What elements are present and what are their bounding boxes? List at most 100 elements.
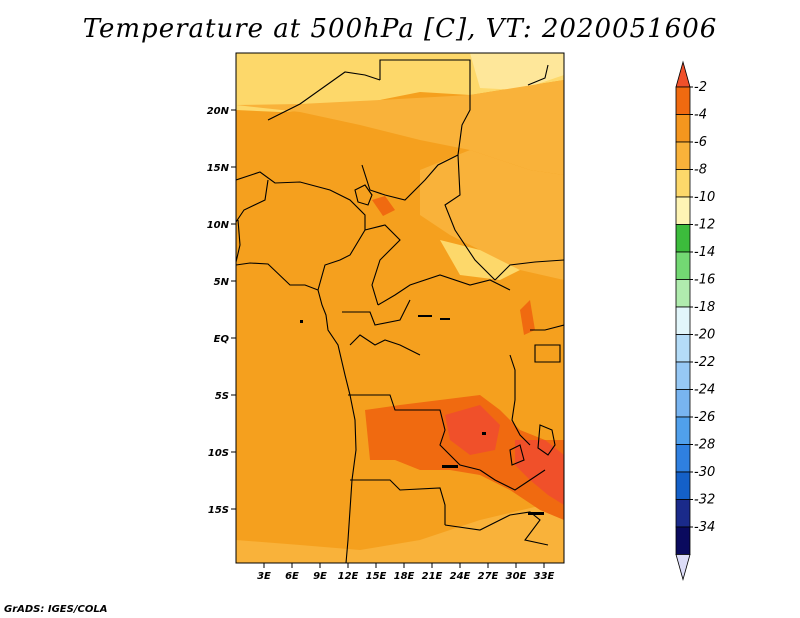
libya-sudan-border <box>361 59 471 201</box>
map-frame <box>235 52 565 564</box>
field-patch-minus8b <box>440 240 520 280</box>
colorbar-label: -16 <box>694 273 715 288</box>
lake-mweru <box>509 444 525 466</box>
field-south-minus8 <box>236 500 564 563</box>
colorbar-segment <box>675 306 691 335</box>
colorbar-label: -10 <box>694 190 715 205</box>
colorbar-top-triangle <box>675 60 691 88</box>
colorbar-bottom-triangle <box>675 554 691 581</box>
colorbar-label: -18 <box>694 300 715 315</box>
lake-mark <box>440 318 450 320</box>
lon-label-24E: 24E <box>450 571 471 582</box>
colorbar-segment <box>675 444 691 473</box>
colorbar-segment <box>675 416 691 445</box>
colorbar: -2 -4 -6 -8 -10 -12 -14 -16 -18 -20 -22 -24 -26 -28 -3… <box>675 60 715 581</box>
field-warm-minus2b <box>515 440 564 505</box>
field-warm-lake <box>520 300 535 335</box>
colorbar-segment <box>675 114 691 143</box>
colorbar-segment <box>675 224 691 253</box>
colorbar-segment <box>675 251 691 280</box>
colorbar-label: -22 <box>694 355 715 370</box>
benin-border <box>236 179 269 223</box>
lat-label-5N: 5N <box>214 277 230 288</box>
lon-label-27E: 27E <box>478 571 499 582</box>
colorbar-segment <box>675 361 691 390</box>
lon-label-18E: 18E <box>394 571 415 582</box>
lat-ticks <box>231 109 236 510</box>
great-lakes-border <box>509 354 531 446</box>
colorbar-label: -26 <box>694 410 715 425</box>
south-sudan-border <box>494 259 564 281</box>
temperature-field <box>236 53 564 563</box>
colorbar-segment <box>675 334 691 363</box>
colorbar-segment <box>675 196 691 225</box>
colorbar-label: -20 <box>694 328 715 343</box>
car-border <box>377 274 511 306</box>
field-warm-chad <box>372 196 395 216</box>
colorbar-label: -4 <box>694 108 707 123</box>
lon-label-21E: 21E <box>422 571 443 582</box>
lat-label-15S: 15S <box>208 505 229 516</box>
grads-credit: GrADS: IGES/COLA <box>4 604 108 615</box>
colorbar-segment <box>675 279 691 308</box>
colorbar-label: -28 <box>694 438 715 453</box>
colorbar-label: -32 <box>694 493 715 508</box>
cameroon-border <box>364 224 401 306</box>
lake-victoria-border <box>534 344 561 363</box>
lake-mark <box>442 465 458 468</box>
lat-label-EQ: EQ <box>214 334 230 345</box>
lon-label-33E: 33E <box>534 571 555 582</box>
field-northeast-minus10 <box>470 53 564 90</box>
lake-mark <box>528 512 544 515</box>
field-east-minus8 <box>420 150 564 280</box>
lake-chad <box>354 184 373 206</box>
uganda-border <box>530 324 564 331</box>
colorbar-label: -30 <box>694 465 715 480</box>
angola-drc-border <box>348 394 481 471</box>
lat-label-20N: 20N <box>207 106 230 117</box>
colorbar-segment <box>675 499 691 528</box>
chart-title: Temperature at 500hPa [C], VT: 202005160… <box>82 14 718 44</box>
lon-label-12E: 12E <box>338 571 359 582</box>
sudan-border <box>444 154 496 281</box>
lon-label-9E: 9E <box>313 571 327 582</box>
colorbar-label: -14 <box>694 245 715 260</box>
lake-mark <box>300 320 303 323</box>
field-warm-minus2 <box>445 405 500 455</box>
lat-label-10N: 10N <box>207 220 230 231</box>
algeria-mali-border <box>267 71 381 121</box>
colorbar-label: -24 <box>694 383 715 398</box>
lake-mark <box>418 315 432 317</box>
colorbar-label: -34 <box>694 520 715 535</box>
field-warm-minus4 <box>365 395 564 520</box>
egypt-coast <box>527 64 549 86</box>
lat-labels: 20N 15N 10N 5N EQ 5S 10S 15S <box>207 106 230 516</box>
lake-malawi <box>537 424 556 456</box>
lon-label-6E: 6E <box>285 571 299 582</box>
lake-mark <box>482 432 486 435</box>
field-band-minus8 <box>236 80 564 175</box>
lon-label-30E: 30E <box>506 571 527 582</box>
lat-label-10S: 10S <box>208 448 229 459</box>
colorbar-segment <box>675 86 691 115</box>
lon-label-15E: 15E <box>366 571 387 582</box>
angola-namibia-border <box>350 479 446 525</box>
colorbar-segment <box>675 169 691 198</box>
gabon-congo-border <box>342 299 411 326</box>
colorbar-segment <box>675 471 691 500</box>
lake-marks <box>300 315 544 515</box>
colorbar-segment <box>675 389 691 418</box>
colorbar-label: -8 <box>694 163 707 178</box>
lon-ticks <box>263 563 545 568</box>
lat-label-15N: 15N <box>207 163 230 174</box>
colorbar-label: -2 <box>694 80 707 95</box>
nigeria-border <box>236 171 366 291</box>
ghana-coast <box>236 219 241 263</box>
lat-label-5S: 5S <box>215 391 229 402</box>
zambia-border <box>479 469 546 491</box>
colorbar-label: -12 <box>694 218 715 233</box>
lon-labels: 3E 6E 9E 12E 15E 18E 21E 24E 27E 30E 33E <box>257 571 554 582</box>
west-coast <box>236 262 357 563</box>
colorbar-label: -6 <box>694 135 707 150</box>
